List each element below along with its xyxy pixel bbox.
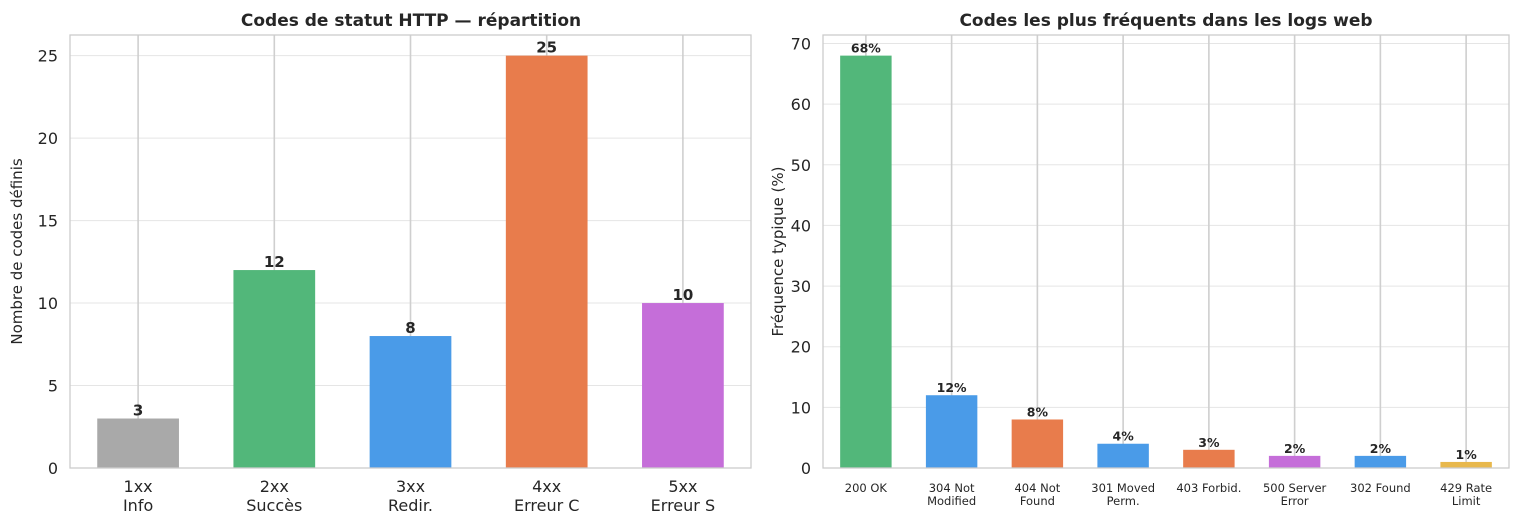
y-tick-label: 25 [38,47,58,66]
x-tick-label-1: 200 OK [845,481,888,495]
y-tick-label: 0 [801,459,811,478]
value-label-5: 3% [1198,435,1220,450]
value-label-4: 25 [536,39,557,57]
value-label-2: 12% [937,380,967,395]
x-tick-label-7: 302 Found [1350,481,1411,495]
value-label-5: 10 [672,286,693,304]
x-tick-label-1: 1xx Info [123,477,153,515]
chart-2: 68% 12% 8% 4% 3% 2% 2% 1% 0 10 20 30 40 50 60 70 200 OK 3… [769,11,1510,508]
y-axis-label: Nombre de codes définis [8,158,26,345]
value-label-2: 12 [264,253,285,271]
x-tick-label-3: 3xx Redir. [388,477,433,515]
chart-1: 3 12 8 25 10 0 5 10 15 20 25 1xx Info 2xx Succès 3xx Red… [8,11,752,515]
bar-7 [1354,455,1407,468]
axes-frame [69,34,752,469]
bar-3 [1011,419,1064,468]
y-tick-label: 70 [791,34,811,53]
bar-2 [925,395,978,468]
chart-title: Codes de statut HTTP — répartition [241,11,581,31]
y-tick-label: 0 [48,459,58,478]
bar-5 [1183,449,1235,468]
y-tick-label: 20 [38,129,58,148]
x-tick-label-2: 2xx Succès [246,477,302,515]
bar-2 [233,270,316,468]
y-tick-label: 15 [38,212,58,231]
y-tick-label: 5 [48,377,58,396]
value-label-3: 8 [405,319,415,337]
y-tick-label: 40 [791,216,811,235]
bar-4 [505,55,588,468]
x-tick-label-5: 403 Forbid. [1176,481,1241,495]
y-tick-label: 30 [791,277,811,296]
bar-8 [1440,461,1492,468]
value-label-4: 4% [1113,429,1135,444]
bar-4 [1097,443,1149,468]
x-tick-label-6: 500 Server Error [1263,481,1327,508]
bar-1 [840,55,892,468]
bar-1 [97,418,179,468]
value-label-8: 1% [1456,447,1478,462]
axes-frame [822,34,1510,469]
value-label-6: 2% [1284,441,1306,456]
x-tick-label-3: 404 Not Found [1014,481,1060,508]
x-tick-label-4: 4xx Erreur C [514,477,579,515]
y-tick-label: 10 [38,294,58,313]
y-tick-label: 20 [791,338,811,357]
chart-title: Codes les plus fréquents dans les logs w… [959,11,1372,31]
y-tick-label: 10 [791,398,811,417]
bar-6 [1268,455,1321,468]
x-tick-label-5: 5xx Erreur S [651,477,715,515]
x-tick-label-2: 304 Not Modified [927,481,976,508]
y-axis-label: Fréquence typique (%) [769,166,787,336]
bar-3 [369,336,452,468]
x-tick-label-8: 429 Rate Limit [1440,481,1492,508]
y-tick-label: 50 [791,156,811,175]
value-label-7: 2% [1370,441,1392,456]
x-tick-label-4: 301 Moved Perm. [1091,481,1155,508]
y-tick-label: 60 [791,95,811,114]
value-label-1: 3 [133,402,143,420]
value-label-3: 8% [1027,404,1049,419]
bar-5 [642,303,724,468]
value-label-1: 68% [851,41,881,56]
